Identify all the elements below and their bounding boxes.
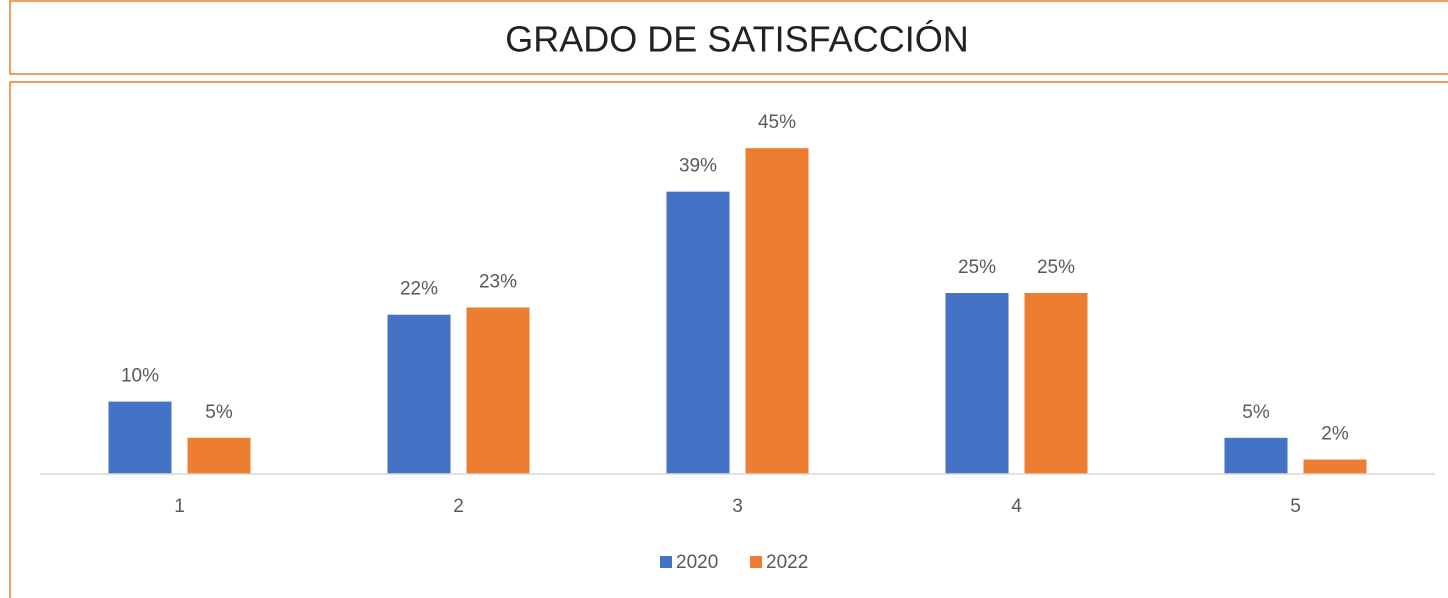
chart-title: GRADO DE SATISFACCIÓN (505, 19, 968, 60)
legend-swatch (750, 556, 762, 568)
bar (108, 401, 172, 474)
x-tick-label: 2 (453, 496, 464, 517)
bar (1024, 293, 1088, 474)
bar (745, 148, 809, 474)
x-tick-label: 1 (174, 496, 185, 517)
data-label: 25% (1037, 257, 1075, 278)
bar (1303, 459, 1367, 474)
bar (387, 314, 451, 474)
data-label: 22% (400, 279, 438, 300)
bar (945, 293, 1009, 474)
bar (666, 191, 730, 474)
x-tick-label: 3 (732, 496, 743, 517)
data-label: 45% (758, 112, 796, 133)
title-frame (9, 0, 1448, 75)
data-label: 5% (1242, 402, 1270, 423)
bar (1224, 437, 1288, 474)
x-tick-label: 5 (1290, 496, 1301, 517)
data-label: 2% (1321, 424, 1349, 445)
legend-label: 2022 (766, 552, 808, 573)
data-label: 23% (479, 271, 517, 292)
data-label: 5% (205, 402, 233, 423)
data-label: 25% (958, 257, 996, 278)
bar (466, 307, 530, 474)
x-tick-label: 4 (1011, 496, 1022, 517)
chart-frame (9, 81, 1448, 598)
legend-swatch (660, 556, 672, 568)
data-label: 10% (121, 366, 159, 387)
data-label: 39% (679, 156, 717, 177)
legend-label: 2020 (676, 552, 718, 573)
bar (187, 437, 251, 474)
